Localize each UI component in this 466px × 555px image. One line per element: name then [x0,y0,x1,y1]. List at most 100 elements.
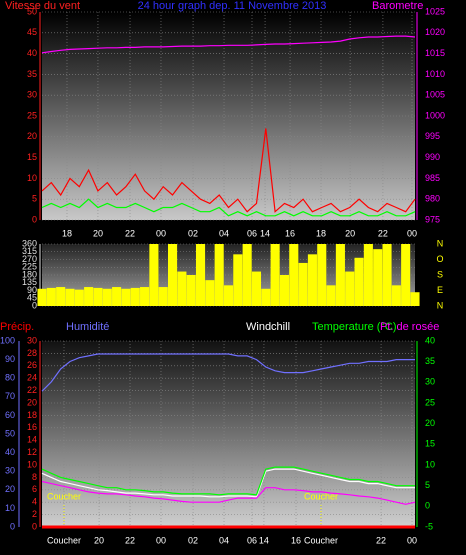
bar [298,262,308,306]
bar [410,292,420,306]
x-tick-label: 22 [125,228,135,238]
bar [261,288,271,306]
y-tick-label: 18 [27,410,37,420]
y2-tick-label: 40 [425,335,435,345]
y3-tick-label: 30 [5,466,15,476]
x-tick-label: 04 [219,228,229,238]
annotation: Coucher [47,491,81,501]
y-tick-label: 270 [22,254,37,264]
bar [130,287,140,306]
bar [56,287,66,306]
y3-tick-label: 60 [5,410,15,420]
y-tick-label: 6 [32,484,37,494]
y-tick-label: 4 [32,497,37,507]
bar [37,288,47,306]
series-line [41,480,416,505]
plot-background [42,341,415,527]
x-tick-label: 16 [291,535,301,545]
y2-tick-label: 1020 [425,27,445,37]
bar [177,271,187,306]
y2-tick-label: 975 [425,214,440,224]
series-line [41,468,415,498]
bar [102,288,112,306]
y-tick-label: 30 [27,335,37,345]
y-tick-label: 90 [27,285,37,295]
y2-tick-label: 990 [425,152,440,162]
bar [401,244,411,306]
bar [391,285,401,306]
y2-tick-label: 10 [425,459,435,469]
y-tick-label: 2 [32,509,37,519]
y-tick-label: 40 [27,48,37,58]
bar [335,244,345,306]
bar [93,287,103,306]
y3-tick-label: 0 [10,521,15,531]
bar [223,285,234,306]
y-tick-label: 35 [27,69,37,79]
y2-tick-label: 20 [425,418,435,428]
bar [158,287,168,306]
bar [121,288,131,306]
y-tick-label: 315 [22,246,37,256]
y2-tick-label: N [437,238,444,248]
y2-tick-label: 5 [425,480,430,490]
x-tick-label: 16 [285,228,295,238]
y-tick-label: 10 [27,173,37,183]
y2-tick-label: 0 [425,501,430,511]
bar [354,257,364,306]
y-tick-label: 360 [22,238,37,248]
legend-label: Temperature (°C) [312,321,396,333]
series-line [41,466,415,496]
bar [251,271,262,306]
x-tick-label: Coucher [47,535,81,545]
y3-tick-label: 80 [5,373,15,383]
y-tick-label: 22 [27,385,37,395]
y2-tick-label: 25 [425,397,435,407]
y-tick-label: 8 [32,472,37,482]
bar [74,289,84,306]
y-tick-label: 25 [27,110,37,120]
y-tick-label: 15 [27,152,37,162]
x-tick-label: Coucher [304,535,338,545]
x-tick-label: 20 [345,228,355,238]
x-tick-label: 06 [247,535,257,545]
y-tick-label: 10 [27,459,37,469]
y-tick-label: 26 [27,360,37,370]
chart-title: 24 hour graph dep. 11 Novembre 2013 [138,0,327,12]
bar [270,244,280,306]
bar [382,244,392,306]
bar [289,244,299,306]
y2-tick-label: N [437,300,444,310]
legend-label: Humidité [66,321,109,333]
bar [214,244,224,306]
series-line [41,353,415,392]
y2-tick-label: 985 [425,173,440,183]
y-tick-label: 50 [27,6,37,16]
x-tick-label: 22 [376,535,386,545]
y3-tick-label: 20 [5,484,15,494]
y-tick-label: 24 [27,373,37,383]
x-tick-label: 14 [259,535,269,545]
bar [373,249,383,306]
series-line [41,35,416,54]
y-tick-label: 45 [27,293,37,303]
annotation: Coucher [304,491,338,501]
y-tick-label: 135 [22,277,37,287]
x-tick-label: 00 [156,535,166,545]
y-tick-label: 12 [27,447,37,457]
x-tick-label: 00 [407,535,417,545]
y-tick-label: 45 [27,27,37,37]
y3-tick-label: 10 [5,503,15,513]
series-line [41,128,416,213]
x-tick-label: 14 [260,228,270,238]
bar [195,244,206,306]
y-tick-label: 16 [27,422,37,432]
y-tick-label: 225 [22,262,37,272]
y3-tick-label: 70 [5,391,15,401]
y2-tick-label: 1005 [425,90,445,100]
legend-label: Pt. de rosée [380,321,439,333]
y-tick-label: 20 [27,131,37,141]
x-tick-label: 20 [93,228,103,238]
y2-tick-label: 1010 [425,69,445,79]
bar [186,275,196,306]
